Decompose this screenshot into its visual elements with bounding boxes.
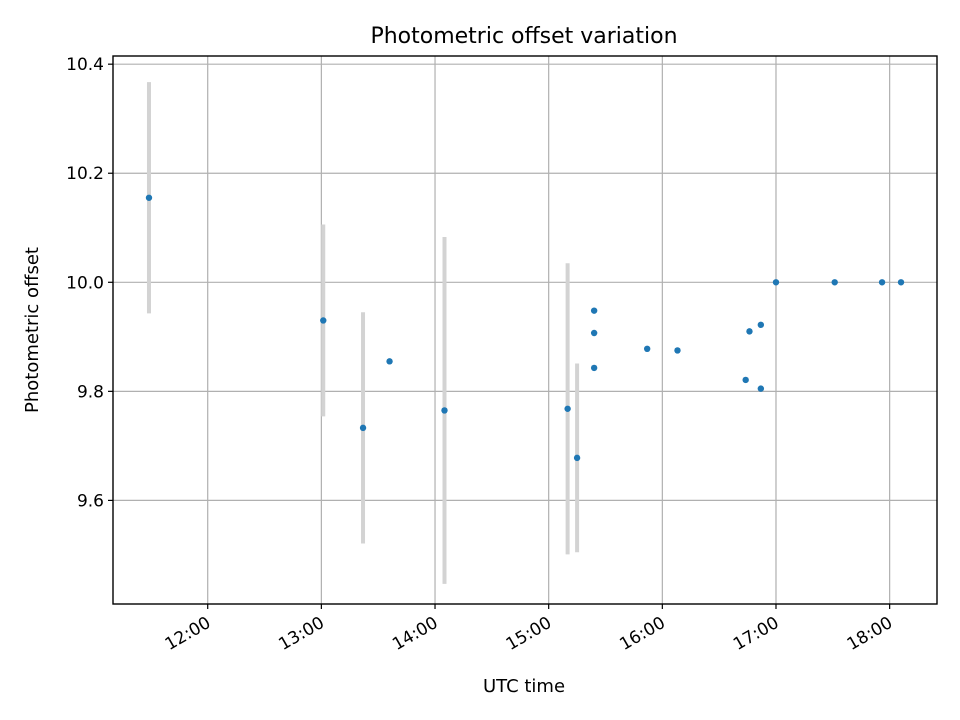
y-axis-label: Photometric offset xyxy=(22,247,43,413)
data-point xyxy=(831,279,838,286)
x-axis-label: UTC time xyxy=(483,676,565,697)
data-point xyxy=(573,454,581,462)
data-point xyxy=(757,321,765,329)
x-tick-label: 14:00 xyxy=(389,613,441,655)
x-tick-label: 18:00 xyxy=(844,613,896,655)
chart-title: Photometric offset variation xyxy=(370,24,677,49)
data-point xyxy=(145,194,153,201)
data-point xyxy=(674,347,681,354)
y-tick-label: 10.2 xyxy=(66,164,104,184)
data-point xyxy=(772,279,780,286)
data-point xyxy=(897,279,905,286)
data-point xyxy=(441,407,448,414)
error-bars xyxy=(146,82,580,584)
axis-ticks: 12:00 13:00 14:00 15:00 16:00 17:00 18:00 9.6 9.… xyxy=(66,55,896,655)
x-tick-label: 12:00 xyxy=(162,613,214,655)
data-point xyxy=(742,376,749,384)
data-point xyxy=(643,345,651,353)
data-point xyxy=(359,424,367,432)
y-tick-label: 10.4 xyxy=(66,55,104,75)
plot-frame xyxy=(112,55,938,605)
data-point xyxy=(590,329,598,337)
grid xyxy=(113,56,937,604)
x-tick-label: 15:00 xyxy=(503,613,555,655)
data-point xyxy=(386,358,393,365)
data-point xyxy=(757,385,765,392)
x-tick-label: 16:00 xyxy=(616,613,668,655)
y-tick-label: 9.6 xyxy=(77,491,104,511)
data-point xyxy=(878,279,886,286)
y-tick-label: 9.8 xyxy=(77,382,104,402)
data-point xyxy=(564,405,571,412)
data-points xyxy=(145,194,905,462)
y-tick-label: 10.0 xyxy=(66,273,104,293)
data-point xyxy=(590,307,598,314)
x-tick-label: 13:00 xyxy=(275,613,327,655)
data-point xyxy=(746,328,753,335)
data-point xyxy=(590,364,598,372)
data-point xyxy=(320,317,327,324)
x-tick-label: 17:00 xyxy=(730,613,782,655)
